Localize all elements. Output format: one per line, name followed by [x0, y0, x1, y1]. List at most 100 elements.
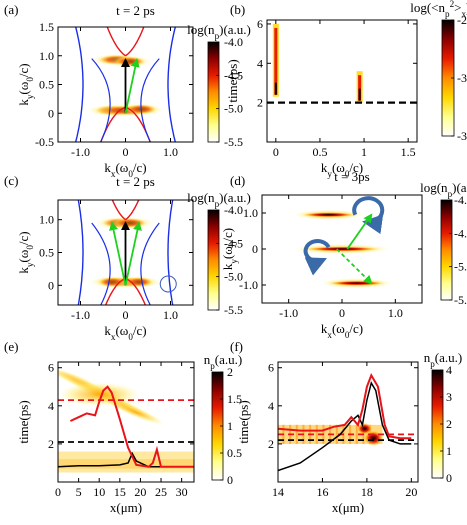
- x-tick-label: 5: [76, 485, 82, 499]
- x-tick-label: 25: [155, 485, 167, 499]
- plot-frame: [277, 361, 419, 483]
- colorbar-tick-label: -5.5: [454, 293, 467, 307]
- x-tick-label: 30: [176, 485, 188, 499]
- y-tick-label: 1.0: [243, 206, 258, 220]
- colorbar-tick-label: -2.5: [457, 13, 467, 27]
- x-tick-label: 0: [123, 145, 129, 159]
- y-tick-label: 0: [48, 278, 54, 292]
- dispersion-curve: [125, 200, 140, 221]
- y-tick-label: 6: [257, 17, 263, 31]
- x-axis-label: ky(ω0/c): [321, 160, 363, 179]
- panel-annotation: t = 2 ps: [116, 174, 155, 189]
- colorbar-title: np(a.u.): [424, 350, 462, 369]
- y-tick-label: 0.5: [39, 246, 54, 260]
- colorbar-title: log(np)(a.u.): [187, 22, 251, 41]
- dispersion-curve: [167, 27, 176, 142]
- y-axis-label: time(ps): [225, 59, 240, 102]
- colorbar-tick-label: -4.0: [454, 193, 467, 207]
- panel-label: (c): [4, 173, 18, 188]
- y-axis-label: ky(ω0/c): [16, 231, 35, 273]
- colorbar-tick-label: 1: [446, 444, 452, 458]
- panel-d: -1.0 0 1.0 -1.0 0 1.0 (d) t = 3ps kx(ω0/c) ky(ω0/…: [220, 169, 467, 340]
- panel-label: (e): [4, 339, 18, 354]
- x-tick-label: 0: [123, 308, 129, 322]
- plot-area-c: [77, 200, 177, 305]
- x-tick-label: 0: [339, 306, 345, 320]
- plot-area-e: [58, 362, 194, 482]
- circle-marker: [159, 275, 177, 293]
- streak-peak: [274, 82, 277, 95]
- plot-area-f: [278, 362, 418, 482]
- heat-stripe: [315, 424, 318, 444]
- band: [300, 212, 357, 218]
- colorbar-tick-label: 1.5: [227, 392, 242, 406]
- plot-area-d: [294, 196, 393, 289]
- dispersion-curve: [77, 200, 84, 305]
- x-axis-label: x(μm): [332, 500, 364, 515]
- y-tick-label: 0: [48, 106, 54, 120]
- arrow: [124, 58, 140, 114]
- band: [327, 280, 386, 286]
- colorbar: [207, 41, 220, 143]
- colorbar-tick-label: -5.5: [224, 303, 243, 317]
- dispersion-curve: [106, 27, 126, 57]
- y-axis-label: ky(ω0/c): [16, 63, 35, 105]
- x-tick-label: 20: [405, 485, 417, 499]
- hotspot-halo: [108, 55, 152, 68]
- arrow: [124, 221, 142, 286]
- colorbar-title: np(a.u.): [204, 352, 242, 371]
- x-tick-label: 1.5: [401, 145, 416, 159]
- x-tick-label: 0.5: [312, 145, 327, 159]
- colorbar-tick-label: 4: [446, 363, 452, 377]
- colorbar-tick-label: -4.0: [224, 35, 243, 49]
- dispersion-curve: [91, 222, 111, 305]
- heat-stripe: [355, 424, 358, 444]
- dispersion-curve: [140, 58, 160, 142]
- y-tick-label: 0.5: [39, 78, 54, 92]
- series-line-black: [278, 381, 412, 472]
- panel-label: (d): [230, 173, 245, 188]
- colorbar-tick-label: 3: [446, 390, 452, 404]
- colorbar-tick-label: 2: [227, 365, 233, 379]
- hotspot-halo: [106, 216, 154, 229]
- x-axis-label: x(μm): [110, 500, 142, 515]
- x-axis-label: kx(ω0/c): [321, 321, 363, 340]
- colorbar-tick-label: -5.5: [224, 135, 243, 149]
- y-tick-label: 6: [48, 361, 54, 375]
- dispersion-curve: [91, 58, 111, 142]
- panel-a: -1.0 0 1.0 -0.5 0 0.5 1.0 1.5 (a) t = 2 ps kx(ω0/c…: [4, 2, 251, 179]
- colorbar-tick-label: 0.5: [227, 446, 242, 460]
- x-tick-label: -1.0: [71, 308, 90, 322]
- streak-core: [358, 75, 362, 101]
- x-tick-label: 10: [93, 485, 105, 499]
- streak-core: [274, 27, 278, 95]
- panel-label: (f): [230, 339, 243, 354]
- x-tick-label: 15: [114, 485, 126, 499]
- series-line-black: [58, 451, 194, 468]
- x-tick-label: 1: [361, 145, 367, 159]
- hotspot-halo: [119, 276, 159, 289]
- colorbar-tick-label: -5.0: [224, 102, 243, 116]
- panel-annotation: t = 3ps: [334, 169, 370, 184]
- x-tick-label: 14: [272, 485, 284, 499]
- arrow: [346, 213, 373, 250]
- panel-c: -1.0 0 1.0 0 0.5 1.0 (c) t = 2 ps kx(ω0/c) ky(ω0/…: [4, 173, 251, 342]
- y-tick-label: 4: [268, 399, 274, 413]
- y-tick-label: 1.0: [39, 213, 54, 227]
- y-tick-label: 4: [257, 56, 263, 70]
- curl-arrow: [352, 196, 385, 235]
- colorbar-tick-label: -3.0: [457, 71, 467, 85]
- x-tick-label: -1.0: [279, 306, 298, 320]
- colorbar-tick-label: -5.0: [224, 270, 243, 284]
- y-axis-label: time(ps): [16, 400, 31, 443]
- x-tick-label: 1.0: [163, 145, 178, 159]
- y-tick-label: 4: [48, 399, 54, 413]
- y-axis-label: ky(ω0/c): [220, 228, 239, 270]
- colorbar-title: log(np)(a.u.): [187, 190, 251, 209]
- colorbar-tick-label: -4.5: [224, 68, 243, 82]
- panel-b: 0 0.5 1 1.5 2 4 6 (b) ky(ω0/c) time(ps) -2.5 -3.0 -3…: [225, 0, 467, 179]
- x-tick-label: 16: [316, 485, 328, 499]
- y-tick-label: 2: [268, 437, 274, 451]
- dispersion-curve: [75, 27, 84, 142]
